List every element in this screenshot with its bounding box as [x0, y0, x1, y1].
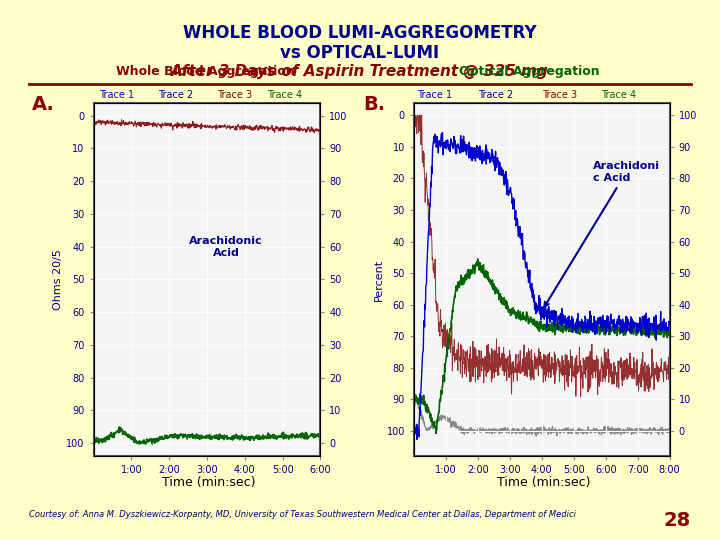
- Text: Trace 3: Trace 3: [217, 90, 252, 100]
- Text: Trace 4: Trace 4: [266, 90, 302, 100]
- Text: Trace 3: Trace 3: [542, 90, 577, 100]
- Text: Arachidonic
Acid: Arachidonic Acid: [189, 236, 263, 258]
- Text: A.: A.: [32, 94, 55, 113]
- Text: WHOLE BLOOD LUMI-AGGREGOMETRY: WHOLE BLOOD LUMI-AGGREGOMETRY: [183, 24, 537, 42]
- Text: After 3 Days of Aspirin Treatment @ 325 mg: After 3 Days of Aspirin Treatment @ 325 …: [171, 64, 549, 79]
- Text: Time (min:sec): Time (min:sec): [162, 476, 256, 489]
- Text: Courtesy of: Anna M. Dyszkiewicz-Korpanty, MD, University of Texas Southwestern : Courtesy of: Anna M. Dyszkiewicz-Korpant…: [29, 510, 576, 519]
- Text: vs OPTICAL-LUMI: vs OPTICAL-LUMI: [280, 44, 440, 62]
- Text: Optical Aggregation: Optical Aggregation: [459, 65, 600, 78]
- Text: Trace 1: Trace 1: [417, 90, 452, 100]
- Text: Trace 4: Trace 4: [601, 90, 636, 100]
- Text: Arachidoni
c Acid: Arachidoni c Acid: [544, 161, 660, 307]
- Text: 28: 28: [664, 511, 691, 530]
- Text: Trace 2: Trace 2: [478, 90, 513, 100]
- Y-axis label: Percent: Percent: [374, 258, 384, 301]
- Text: Whole Blood Aggregation: Whole Blood Aggregation: [116, 65, 294, 78]
- Text: B.: B.: [364, 94, 386, 113]
- Text: Trace 2: Trace 2: [158, 90, 193, 100]
- Y-axis label: Ohms 20/5: Ohms 20/5: [53, 249, 63, 310]
- Text: Trace 1: Trace 1: [99, 90, 134, 100]
- Text: Time (min:sec): Time (min:sec): [497, 476, 590, 489]
